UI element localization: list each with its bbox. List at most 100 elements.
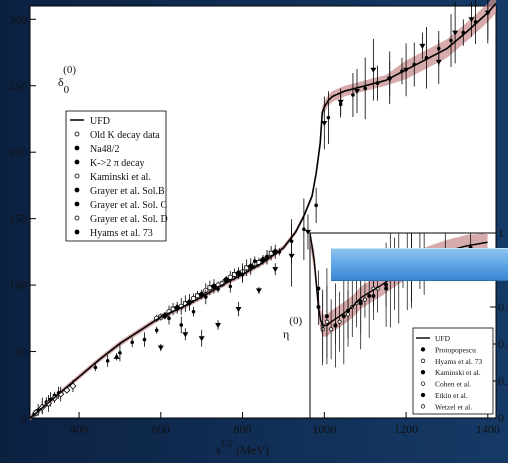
inset-data-point	[324, 319, 329, 324]
inset-y-tick-label: 0.4	[498, 337, 508, 351]
data-point	[203, 295, 208, 299]
inset-y-tick-label: 0.2	[498, 374, 508, 388]
data-point	[272, 267, 279, 273]
inset-legend-symbol	[420, 404, 426, 409]
data-point	[105, 359, 110, 363]
data-point	[321, 120, 328, 126]
data-point	[314, 203, 318, 208]
data-point	[363, 86, 367, 91]
legend-symbol	[74, 145, 80, 151]
data-point	[452, 30, 459, 36]
inset-y-tick-label: 1	[498, 226, 504, 240]
data-point	[130, 340, 134, 345]
data-point	[118, 351, 122, 355]
inset-data-point	[329, 327, 334, 332]
x-tick-label: 1000	[312, 422, 336, 436]
data-point	[354, 89, 361, 95]
data-point	[167, 316, 171, 321]
legend-symbol	[74, 159, 80, 165]
data-point	[338, 102, 343, 107]
x-axis-label: s1/2 (MeV)	[216, 438, 269, 457]
main-plot-title: δ0(0)	[58, 64, 76, 96]
legend-item: Old K decay data	[90, 130, 160, 141]
legend-symbol	[74, 201, 80, 207]
x-tick-label: 800	[234, 422, 252, 436]
inset-legend-symbol	[420, 381, 426, 386]
legend-inset-box	[412, 327, 494, 415]
inset-data-point	[384, 282, 389, 287]
legend-item: Grayer et al. Sol. C	[90, 200, 168, 211]
axis-tick-labels: 400 600 800 1000 1200 14000501001502002503000…	[9, 12, 508, 436]
x-tick-label: 600	[152, 422, 170, 436]
legend-main-box	[65, 110, 167, 242]
legend-item: Grayer et al. Sol. D	[90, 214, 168, 225]
inset-legend-item: Etkin et al.	[435, 391, 468, 400]
legend-item: Hyams et al. 73	[90, 228, 153, 239]
data-point	[182, 332, 189, 338]
legend-item: UFD	[90, 116, 110, 127]
data-point	[326, 115, 331, 120]
data-point	[419, 43, 426, 49]
y-tick-label: 50	[15, 345, 27, 359]
legend-item: Kaminski et al.	[90, 172, 151, 183]
data-point	[113, 353, 120, 359]
data-point	[215, 322, 222, 328]
inset-y-tick-label: 0	[498, 411, 504, 425]
data-point	[436, 46, 441, 51]
data-point	[370, 67, 377, 73]
data-point	[142, 337, 147, 342]
data-point	[351, 93, 355, 97]
data-point	[255, 288, 262, 294]
y-tick-label: 300	[9, 12, 27, 26]
data-point	[93, 365, 98, 370]
inset-legend-symbol	[420, 358, 426, 363]
data-point	[468, 17, 475, 23]
y-tick-label: 200	[9, 145, 27, 159]
legend-item: K->2 π decay	[90, 158, 145, 169]
data-point	[69, 382, 77, 390]
inset-y-tick-label: 0.6	[498, 300, 508, 314]
legend-symbol	[74, 173, 80, 179]
inset-legend-item: Kaminski et al.	[435, 368, 481, 377]
inset-data-point	[358, 299, 363, 304]
inset-data-point	[346, 312, 350, 317]
data-point	[154, 328, 159, 333]
inset-data-point	[337, 319, 342, 324]
legend-item: Na48/2	[90, 144, 119, 155]
data-point	[198, 336, 205, 342]
legend-symbol	[74, 229, 80, 235]
data-point	[449, 38, 453, 43]
legend-symbol	[74, 215, 80, 221]
legend-main: UFD Old K decay data Na48/2 K->2 π decay Kam…	[65, 110, 168, 242]
inset-data-point	[333, 323, 338, 328]
y-tick-label: 250	[9, 79, 27, 93]
inset-data-point	[367, 293, 372, 298]
inset-legend-symbol	[420, 347, 426, 352]
inset-legend-item: Cohen et al.	[435, 380, 471, 389]
data-point	[227, 274, 233, 280]
inset-data-point	[363, 297, 367, 302]
data-point	[179, 323, 184, 327]
x-tick-label: 1400	[476, 422, 500, 436]
x-tick-label: 400	[70, 422, 88, 436]
legend-symbol	[74, 187, 80, 193]
data-point	[228, 284, 233, 289]
overlay-blue-bar	[331, 248, 508, 281]
x-tick-label: 1200	[394, 422, 418, 436]
data-point	[235, 307, 242, 313]
data-point	[302, 227, 306, 232]
inset-legend-symbol	[420, 370, 426, 375]
data-point	[304, 229, 311, 235]
legend-inset: UFD Protopopescu Hyams et al. 73 Kaminski e…	[412, 327, 494, 415]
legend-item: Grayer et al. Sol.B	[90, 186, 165, 197]
inset-legend-item: Protopopescu	[435, 345, 476, 354]
inset-legend-item: UFD	[435, 334, 451, 343]
inset-legend-item: Wetzel et al.	[435, 402, 472, 411]
data-point	[191, 309, 196, 314]
legend-symbol	[74, 131, 80, 137]
inset-plot-title: η(0)	[283, 315, 302, 341]
inset-legend-item: Hyams et al. 73	[435, 357, 482, 366]
inset-data-point	[341, 314, 346, 319]
